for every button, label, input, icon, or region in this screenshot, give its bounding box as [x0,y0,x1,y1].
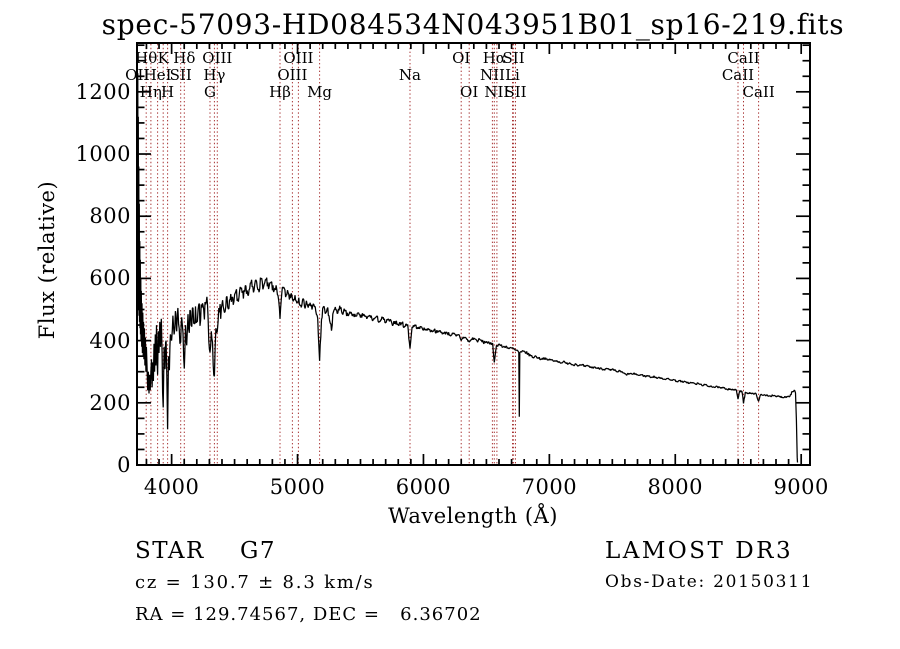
spectral-line-label: OI [452,49,471,67]
y-tick-label: 800 [89,204,131,229]
y-tick-label: 200 [89,390,131,415]
x-tick-label: 8000 [647,475,703,499]
obs-date-text: Obs-Date: 20150311 [605,572,814,592]
survey-text: LAMOST DR3 [605,538,794,564]
y-tick-label: 1200 [75,79,131,104]
y-tick-label: 400 [89,328,131,353]
spectral-line-label: Hη [139,83,162,101]
spectral-line-label: Hγ [203,66,226,84]
ra-dec-text: RA = 129.74567, DEC = 6.36702 [135,604,482,625]
spectral-line-label: Li [505,66,520,84]
x-tick-label: 9000 [773,475,829,499]
spectral-line-label: Hθ [135,49,158,67]
spectral-line-label: Na [398,66,422,84]
cz-text: cz = 130.7 ± 8.3 km/s [135,572,375,593]
x-tick-label: 4000 [143,475,200,499]
spectral-line-label: Hδ [173,49,196,67]
x-tick-label: 6000 [395,475,452,499]
x-tick-label: 7000 [521,475,578,499]
spectral-line-label: Mg [307,83,333,101]
spectral-line-label: G [204,83,217,101]
spectral-line-label: OIII [283,49,314,67]
y-tick-label: 0 [117,453,131,477]
spectral-line-label: SII [169,66,192,84]
spectral-line-label: CaII [742,83,775,101]
spectral-line-label: NII [479,66,505,84]
spectral-line-label: CaII [721,66,755,84]
spectral-line-label: OII [125,66,150,84]
spectral-line-label: OIII [202,49,233,67]
spectral-line-label: NII [484,83,510,101]
spectral-line-label: SII [504,83,527,101]
spectral-line-label: OIII [277,66,308,84]
spectrum-trace [136,45,799,463]
spectral-line-label: SII [502,49,525,67]
spectral-line-label: Hβ [269,83,291,101]
y-tick-label: 1000 [75,142,131,167]
y-tick-label: 600 [89,266,131,291]
plot-title: spec-57093-HD084534N043951B01_sp16-219.f… [101,8,845,41]
x-tick-label: 5000 [269,475,326,499]
x-axis-label: Wavelength (Å) [388,504,558,528]
spectral-line-label: Hα [482,49,506,67]
plot-frame [136,42,811,466]
spectral-line-label: OI [460,83,479,101]
spectral-line-label: H [161,83,175,101]
object-class-text: STAR G7 [135,538,277,564]
spectral-line-label: HeI [143,66,172,84]
spectral-line-label: CaII [727,49,760,67]
spectral-line-label: K [157,49,169,67]
